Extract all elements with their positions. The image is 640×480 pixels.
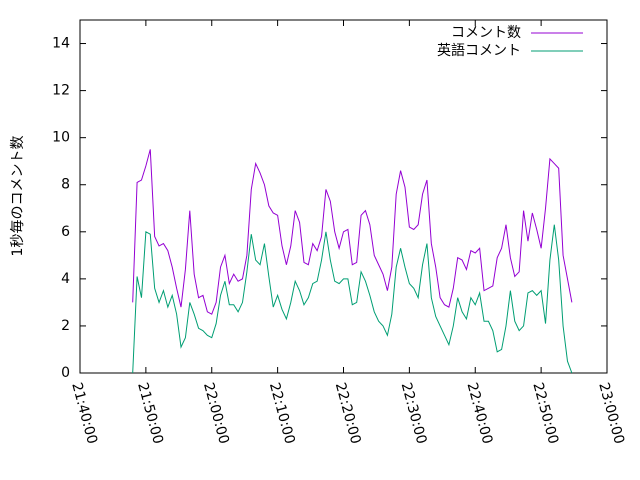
data-line [132,149,573,315]
x-tick-label: 23:00:00 [595,381,627,446]
y-tick-label: 14 [52,36,70,52]
y-tick-label: 0 [61,365,70,381]
y-tick-label: 8 [61,177,70,193]
x-tick-label: 22:50:00 [529,381,561,446]
legend-label: 英語コメント [437,42,521,59]
y-tick-label: 4 [61,271,70,287]
x-tick-label: 21:50:00 [134,381,166,446]
x-tick-label: 22:20:00 [332,381,364,446]
y-tick-label: 6 [61,224,70,240]
plot-frame [79,19,608,374]
x-tick-label: 22:00:00 [200,381,232,446]
data-line [132,224,573,374]
x-tick-label: 22:40:00 [464,381,496,446]
y-axis-label: 1秒毎のコメント数 [10,136,26,257]
y-tick-label: 2 [61,318,70,334]
x-tick-label: 21:40:00 [68,381,100,446]
x-tick-label: 22:30:00 [398,381,430,446]
y-tick-label: 12 [52,83,70,99]
y-tick-label: 10 [52,130,70,146]
legend-label: コメント数 [451,25,521,41]
x-tick-label: 22:10:00 [266,381,298,446]
